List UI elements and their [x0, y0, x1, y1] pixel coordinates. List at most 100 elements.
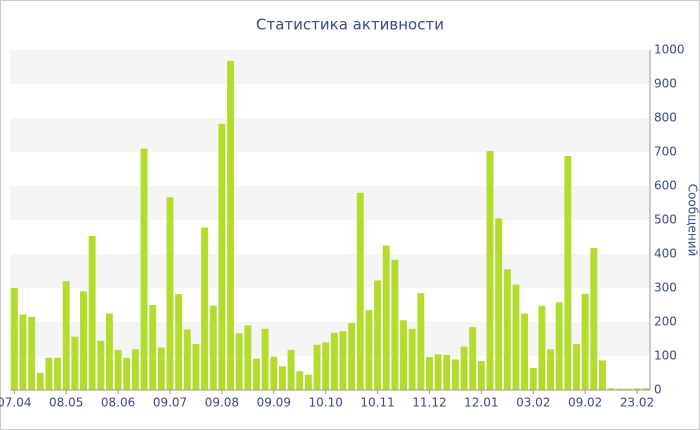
bar: [157, 347, 165, 390]
bar: [106, 313, 113, 390]
bar: [183, 329, 191, 390]
bar: [451, 359, 459, 390]
bar: [374, 280, 382, 390]
bar: [235, 333, 243, 390]
bar: [28, 316, 36, 390]
y-tick-label: 700: [654, 145, 677, 159]
bar: [391, 259, 399, 390]
bar: [633, 388, 641, 390]
bar: [503, 269, 511, 390]
bar: [287, 349, 295, 390]
x-tick-label: 08.05: [49, 396, 83, 410]
x-tick-label: 23.02: [620, 396, 654, 410]
bar: [192, 344, 200, 390]
bar: [573, 344, 580, 390]
bar: [443, 354, 451, 390]
bar: [555, 302, 563, 390]
bar: [45, 357, 53, 390]
bar: [244, 325, 252, 390]
y-tick-label: 800: [654, 111, 677, 125]
x-tick-label: 08.06: [101, 396, 135, 410]
bar: [521, 313, 529, 390]
x-tick-label: 07.04: [0, 396, 32, 410]
bar: [123, 357, 131, 390]
bar: [322, 342, 330, 390]
y-axis-label: Сообщений: [686, 184, 700, 257]
x-tick-label: 10.11: [360, 396, 394, 410]
y-tick-label: 0: [654, 383, 662, 397]
bar: [149, 305, 157, 390]
bar: [131, 349, 139, 390]
bar: [253, 358, 260, 390]
y-tick-label: 500: [654, 213, 677, 227]
x-tick-label: 09.08: [205, 396, 239, 410]
y-tick-label: 300: [654, 281, 677, 295]
bar: [598, 360, 606, 390]
bar: [426, 357, 433, 390]
bar: [270, 356, 278, 390]
bar: [54, 357, 62, 390]
bar: [330, 332, 338, 390]
y-tick-label: 900: [654, 77, 677, 91]
bar: [114, 349, 122, 390]
bar: [36, 373, 44, 390]
bar: [62, 281, 70, 390]
x-tick-label: 09.02: [568, 396, 602, 410]
grid-band: [10, 186, 650, 220]
y-tick-label: 100: [654, 349, 677, 363]
bar: [80, 291, 87, 390]
bar: [590, 247, 598, 390]
bar: [365, 310, 373, 390]
bar: [400, 320, 407, 390]
bar: [512, 284, 520, 390]
bar: [469, 327, 477, 390]
bar: [529, 367, 537, 390]
y-tick-label: 400: [654, 247, 677, 261]
y-tick-label: 1000: [654, 43, 685, 57]
bar: [356, 192, 364, 390]
bar: [218, 123, 226, 390]
bar: [166, 197, 174, 390]
bar: [71, 336, 79, 390]
bar: [304, 374, 312, 390]
bar: [547, 349, 554, 390]
bar: [88, 235, 96, 390]
bar: [417, 293, 425, 390]
bar: [434, 354, 442, 390]
x-tick-label: 12.01: [464, 396, 498, 410]
bar: [408, 328, 416, 390]
bar: [538, 305, 546, 390]
x-tick-label: 09.07: [153, 396, 187, 410]
bar: [382, 245, 390, 390]
bar: [348, 323, 356, 390]
y-tick-label: 200: [654, 315, 677, 329]
grid-band: [10, 118, 650, 152]
bar: [201, 227, 209, 390]
bar: [477, 361, 485, 390]
bar: [313, 344, 321, 390]
bar: [460, 346, 468, 390]
bar: [140, 148, 148, 390]
x-tick-label: 03.02: [516, 396, 550, 410]
chart-title: Статистика активности: [256, 16, 444, 34]
grid-band: [10, 254, 650, 288]
x-tick-label: 10.10: [308, 396, 342, 410]
bar: [175, 294, 183, 390]
bar: [261, 328, 269, 390]
bar: [486, 150, 494, 390]
bar: [209, 305, 217, 390]
bar: [97, 340, 105, 390]
bar: [227, 60, 234, 390]
x-tick-label: 11.12: [412, 396, 446, 410]
bar: [495, 218, 503, 390]
bar: [616, 388, 624, 390]
bar: [278, 366, 286, 390]
bar: [564, 156, 572, 390]
bar: [581, 293, 589, 390]
bar: [607, 388, 615, 390]
y-tick-label: 600: [654, 179, 677, 193]
bar: [10, 288, 18, 390]
grid-band: [10, 50, 650, 84]
bar: [296, 371, 304, 390]
